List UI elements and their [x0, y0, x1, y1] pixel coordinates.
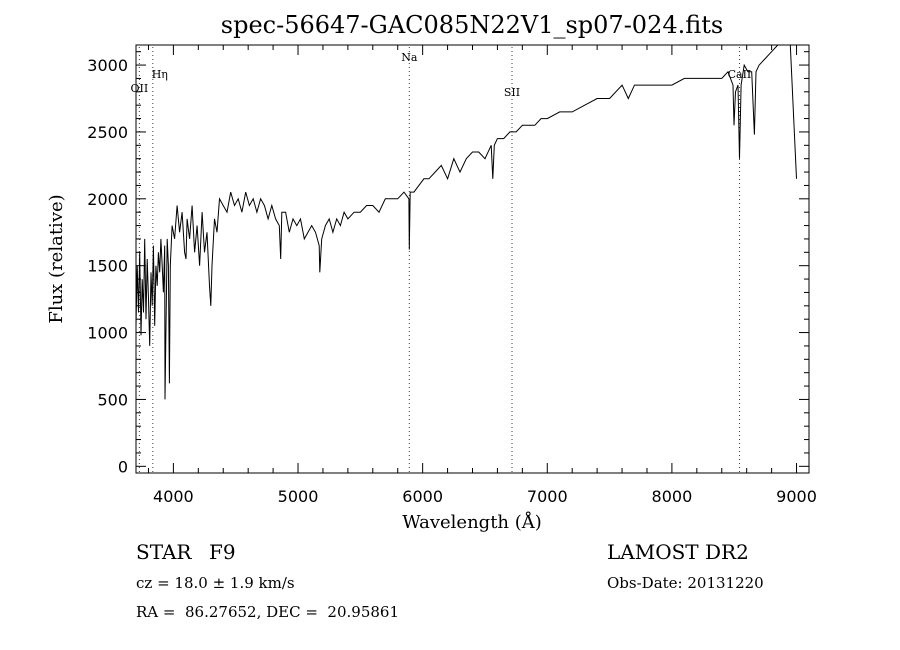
x-tick-label-7000: 7000 — [527, 487, 568, 506]
x-axis-label: Wavelength (Å) — [402, 511, 542, 533]
marker-label-4: SII — [504, 86, 520, 99]
observation-date: Obs-Date: 20131220 — [607, 574, 764, 592]
x-axis-ticks: 4000 5000 6000 7000 8000 9000 — [147, 45, 817, 506]
marker-label-3: Na — [401, 51, 418, 64]
y-tick-label-3000: 3000 — [87, 56, 128, 75]
chart-title: spec-56647-GAC085N22V1_sp07-024.fits — [221, 11, 723, 39]
y-axis-ticks: 0 500 1000 1500 2000 2500 3000 — [87, 51, 809, 476]
spectral-subclass: F9 — [209, 540, 236, 564]
x-tick-label-9000: 9000 — [776, 487, 817, 506]
x-tick-label-6000: 6000 — [402, 487, 443, 506]
y-tick-label-2000: 2000 — [87, 190, 128, 209]
redshift-velocity: cz = 18.0 ± 1.9 km/s — [136, 574, 295, 592]
y-axis-label: Flux (relative) — [46, 194, 67, 323]
spectrum-line — [135, 44, 797, 400]
marker-label-2: Hη — [152, 68, 168, 81]
x-tick-label-8000: 8000 — [652, 487, 693, 506]
y-tick-label-500: 500 — [97, 390, 128, 409]
survey-name: LAMOST DR2 — [607, 540, 749, 564]
x-tick-label-5000: 5000 — [278, 487, 319, 506]
y-tick-label-1000: 1000 — [87, 324, 128, 343]
y-tick-label-2500: 2500 — [87, 123, 128, 142]
object-class: STAR — [136, 540, 192, 564]
y-tick-label-0: 0 — [118, 457, 128, 476]
plot-frame — [135, 44, 810, 474]
y-tick-label-1500: 1500 — [87, 257, 128, 276]
marker-label-1: OII — [131, 82, 149, 95]
marker-label-5: CaII — [728, 68, 752, 81]
coordinates: RA = 86.27652, DEC = 20.95861 — [136, 603, 400, 621]
x-tick-label-4000: 4000 — [153, 487, 194, 506]
